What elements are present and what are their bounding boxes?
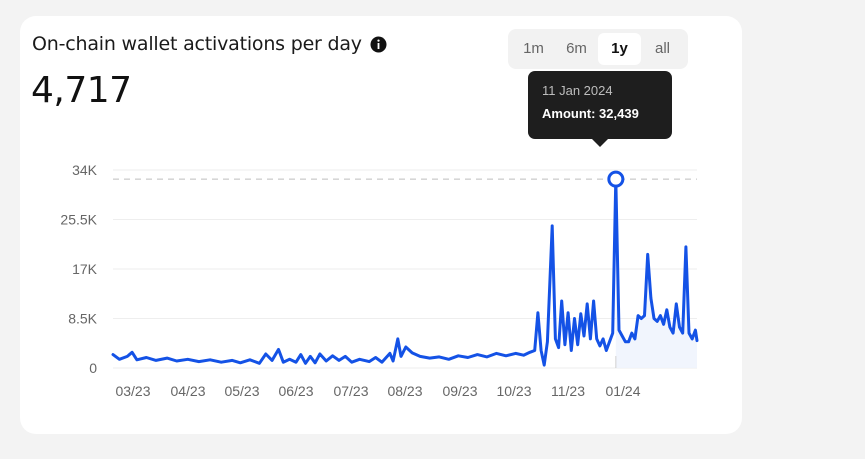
y-axis-ticks: 0 8.5K 17K 25.5K 34K bbox=[60, 162, 97, 376]
tab-6m[interactable]: 6m bbox=[566, 40, 587, 57]
x-tick-label: 08/23 bbox=[387, 383, 422, 399]
x-tick-label: 04/23 bbox=[170, 383, 205, 399]
x-tick-label: 10/23 bbox=[496, 383, 531, 399]
tab-all[interactable]: all bbox=[654, 40, 670, 57]
y-tick-label: 8.5K bbox=[68, 311, 97, 327]
x-tick-label: 09/23 bbox=[442, 383, 477, 399]
x-tick-label: 03/23 bbox=[115, 383, 150, 399]
x-tick-label: 06/23 bbox=[278, 383, 313, 399]
hover-area bbox=[615, 179, 697, 368]
y-tick-label: 25.5K bbox=[60, 212, 97, 228]
x-tick-label: 07/23 bbox=[333, 383, 368, 399]
highlight-point[interactable] bbox=[607, 170, 625, 188]
card-header: On-chain wallet activations per day bbox=[32, 33, 387, 55]
highlight-layer bbox=[113, 170, 697, 368]
x-tick-label: 01/24 bbox=[605, 383, 640, 399]
current-value: 4,717 bbox=[31, 70, 132, 111]
x-axis-ticks: 03/23 04/23 05/23 06/23 07/23 08/23 09/23 10/23… bbox=[115, 383, 640, 399]
y-tick-label: 0 bbox=[89, 360, 97, 376]
chart-title: On-chain wallet activations per day bbox=[32, 33, 362, 55]
x-tick-label: 11/23 bbox=[551, 383, 585, 399]
grid-lines bbox=[113, 169, 697, 369]
range-tabs: 1m 6m 1y all bbox=[508, 29, 688, 69]
x-tick-label: 05/23 bbox=[224, 383, 259, 399]
tab-1m[interactable]: 1m bbox=[523, 40, 544, 57]
tooltip: 11 Jan 2024 Amount: 32,439 bbox=[528, 71, 672, 147]
info-icon[interactable] bbox=[370, 36, 387, 53]
series-layer bbox=[111, 177, 699, 368]
tooltip-date: 11 Jan 2024 bbox=[542, 83, 613, 98]
series-line bbox=[111, 177, 699, 367]
tab-1y[interactable]: 1y bbox=[598, 33, 641, 65]
tooltip-amount: Amount: 32,439 bbox=[542, 106, 639, 121]
y-tick-label: 17K bbox=[72, 261, 98, 277]
y-tick-label: 34K bbox=[72, 162, 98, 178]
